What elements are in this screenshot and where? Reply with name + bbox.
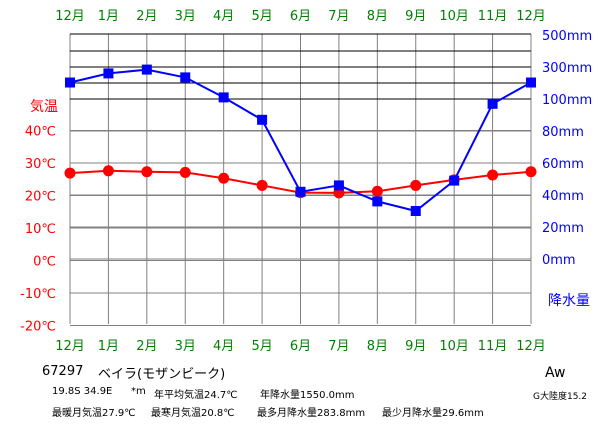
precip-axis-title: 降水量 bbox=[548, 293, 590, 309]
month-label-top: 1月 bbox=[98, 9, 119, 24]
precipitation-point bbox=[141, 64, 152, 75]
temperature-point bbox=[371, 185, 383, 197]
precipitation-point bbox=[218, 92, 229, 103]
temperature-point bbox=[487, 169, 499, 181]
annual-mean-temp: 年平均気温24.7℃ bbox=[154, 390, 238, 401]
month-label-top: 12月 bbox=[55, 9, 85, 24]
month-label-bottom: 12月 bbox=[55, 339, 85, 354]
month-label-bottom: 11月 bbox=[478, 339, 508, 354]
precipitation-point bbox=[257, 114, 268, 125]
coldest-month: 最寒月気温20.8℃ bbox=[151, 408, 235, 419]
month-label-top: 8月 bbox=[367, 9, 388, 24]
temp-tick-label: 0℃ bbox=[33, 255, 56, 270]
month-label-bottom: 12月 bbox=[516, 339, 546, 354]
precip-tick-label: 500mm bbox=[542, 29, 592, 44]
station-name: ベイラ(モザンビーク) bbox=[98, 367, 226, 382]
month-label-top: 6月 bbox=[290, 9, 311, 24]
month-label-top: 2月 bbox=[136, 9, 157, 24]
precipitation-point bbox=[410, 206, 421, 216]
month-label-top: 5月 bbox=[251, 9, 272, 24]
series bbox=[64, 64, 537, 216]
month-label-bottom: 3月 bbox=[175, 339, 196, 354]
precipitation-point bbox=[487, 98, 498, 109]
temp-tick-label: -10℃ bbox=[20, 287, 56, 302]
precip-tick-label: 100mm bbox=[542, 93, 592, 108]
month-label-top: 3月 bbox=[175, 9, 196, 24]
month-label-bottom: 7月 bbox=[328, 339, 349, 354]
wettest-month: 最多月降水量283.8mm bbox=[257, 408, 366, 419]
temperature-point bbox=[218, 172, 230, 184]
month-label-top: 10月 bbox=[439, 9, 469, 24]
precipitation-point bbox=[103, 68, 114, 79]
temperature-point bbox=[179, 166, 191, 178]
precipitation-point bbox=[295, 186, 306, 197]
temp-tick-label: -20℃ bbox=[20, 320, 56, 335]
month-label-bottom: 8月 bbox=[367, 339, 388, 354]
precip-tick-label: 20mm bbox=[542, 221, 584, 236]
temp-tick-label: 20℃ bbox=[25, 190, 56, 205]
precipitation-point bbox=[333, 180, 344, 191]
precipitation-point bbox=[65, 77, 75, 88]
annual-precip: 年降水量1550.0mm bbox=[260, 390, 355, 401]
temp-tick-label: 40℃ bbox=[25, 125, 56, 140]
station-code: 67297 bbox=[42, 364, 84, 379]
month-label-bottom: 5月 bbox=[251, 339, 272, 354]
month-label-top: 9月 bbox=[405, 9, 426, 24]
month-label-bottom: 1月 bbox=[98, 339, 119, 354]
month-label-top: 7月 bbox=[328, 9, 349, 24]
precip-tick-label: 40mm bbox=[542, 189, 584, 204]
climate-group: G大陸度15.2 bbox=[533, 392, 588, 402]
temperature-point bbox=[64, 167, 76, 179]
temp-tick-label: 10℃ bbox=[25, 222, 56, 237]
temperature-point bbox=[525, 166, 537, 178]
month-label-top: 4月 bbox=[213, 9, 234, 24]
month-label-bottom: 4月 bbox=[213, 339, 234, 354]
temperature-point bbox=[410, 179, 422, 191]
station-elevation: *m bbox=[131, 386, 146, 397]
climate-code: Aw bbox=[545, 365, 566, 381]
precip-tick-label: 80mm bbox=[542, 125, 584, 140]
month-label-bottom: 2月 bbox=[136, 339, 157, 354]
temp-tick-label: 30℃ bbox=[25, 157, 56, 172]
temperature-point bbox=[141, 166, 153, 178]
temperature-point bbox=[102, 165, 114, 177]
temp-axis-title: 気温 bbox=[30, 99, 58, 115]
precipitation-point bbox=[526, 77, 536, 88]
warmest-month: 最暖月気温27.9℃ bbox=[52, 408, 136, 419]
precip-tick-label: 300mm bbox=[542, 61, 592, 76]
station-coords: 19.8S 34.9E bbox=[52, 386, 113, 397]
precipitation-point bbox=[449, 175, 460, 186]
precipitation-point bbox=[180, 72, 191, 83]
precip-tick-label: 0mm bbox=[542, 253, 576, 268]
precip-tick-label: 60mm bbox=[542, 157, 584, 172]
temperature-point bbox=[256, 179, 268, 191]
month-label-top: 11月 bbox=[478, 9, 508, 24]
axis-labels: 12月 12月 1月 1月 2月 2月 3月 3月 4月 4月 5月 5月 6月 6月 7月 7月 8月 8月 9月… bbox=[20, 9, 592, 354]
month-label-bottom: 9月 bbox=[405, 339, 426, 354]
grid bbox=[69, 33, 532, 326]
month-label-top: 12月 bbox=[516, 9, 546, 24]
month-label-bottom: 6月 bbox=[290, 339, 311, 354]
precipitation-point bbox=[372, 196, 383, 207]
month-label-bottom: 10月 bbox=[439, 339, 469, 354]
driest-month: 最少月降水量29.6mm bbox=[382, 408, 484, 419]
